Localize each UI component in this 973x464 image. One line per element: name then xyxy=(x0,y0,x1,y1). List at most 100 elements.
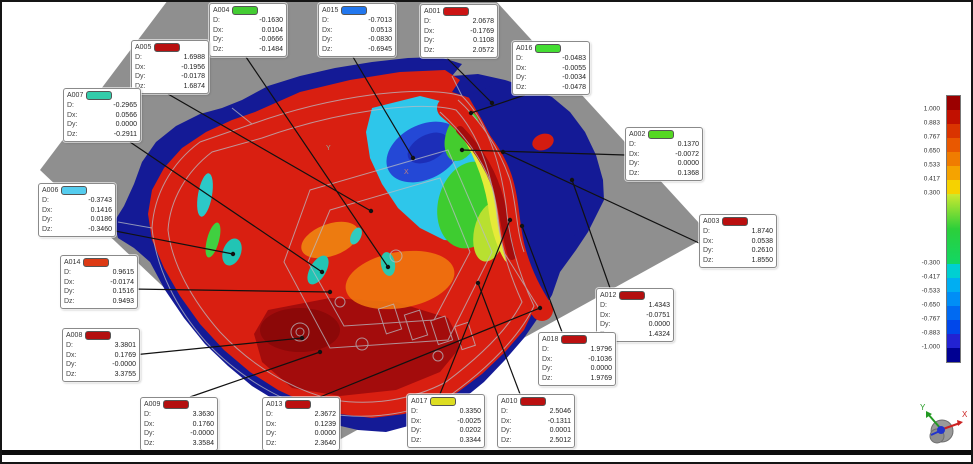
annotation-row-d: D: 2.5046 xyxy=(501,407,571,416)
annotation-row-dx: Dx: -0.0751 xyxy=(600,311,670,320)
row-key: Dx: xyxy=(266,420,277,428)
cad-wireframe xyxy=(117,75,541,417)
annotation-a018[interactable]: A018 D: 1.9796 Dx: -0.1036 Dy: 0.0000 Dz: 1.9769 xyxy=(538,332,616,387)
row-key: Dz: xyxy=(135,82,146,90)
deviation-swatch xyxy=(535,44,562,54)
annotation-id: A009 xyxy=(144,401,161,408)
orange-patch-2 xyxy=(301,221,359,259)
row-key: D: xyxy=(266,411,273,419)
annotation-a013[interactable]: A013 D: 2.3672 Dx: 0.1239 Dy: 0.0000 Dz: 2.3640 xyxy=(262,397,340,452)
measure-point-a001 xyxy=(489,100,495,106)
row-value: 3.3755 xyxy=(114,370,136,378)
teal-streak xyxy=(380,252,396,276)
row-value: 2.3672 xyxy=(314,411,336,419)
row-value: 0.1760 xyxy=(192,420,214,428)
measure-point-a004 xyxy=(385,264,391,270)
row-key: Dx: xyxy=(703,237,714,245)
leader-line-a012 xyxy=(571,179,611,289)
annotation-a010[interactable]: A010 D: 2.5046 Dx: -0.1311 Dy: 0.0001 Dz: 2.5012 xyxy=(497,394,575,449)
annotation-a002[interactable]: A002 D: 0.1370 Dx: -0.0072 Dy: 0.0000 Dz: 0.1368 xyxy=(625,127,703,182)
annotation-a014[interactable]: A014 D: 0.9615 Dx: -0.0174 Dy: 0.1516 Dz: 0.9493 xyxy=(60,255,138,310)
annotation-row-dx: Dx: -0.0055 xyxy=(516,64,586,73)
x-axis-arrow xyxy=(942,422,961,430)
annotation-a017[interactable]: A017 D: 0.3350 Dx: -0.0025 Dy: 0.0202 Dz: 0.3344 xyxy=(407,394,485,449)
row-key: Dx: xyxy=(135,63,146,71)
row-value: 1.6988 xyxy=(183,54,205,62)
navy-region-upper-right xyxy=(468,82,602,240)
row-key: Dy: xyxy=(322,36,333,44)
measure-point-a003 xyxy=(500,149,506,155)
deviation-swatch xyxy=(85,331,112,341)
annotation-a001[interactable]: A001 D: 2.0678 Dx: -0.1769 Dy: 0.1108 Dz: 2.0572 xyxy=(420,4,498,59)
deviation-swatch xyxy=(443,7,470,17)
row-value: 0.0000 xyxy=(677,160,699,168)
row-value: 0.0000 xyxy=(590,365,612,373)
row-value: 0.0000 xyxy=(648,321,670,329)
annotation-a016[interactable]: A016 D: -0.0483 Dx: -0.0055 Dy: -0.0034 Dz: -0.0… xyxy=(512,41,590,96)
row-key: Dy: xyxy=(213,36,224,44)
annotation-a008[interactable]: A008 D: 3.3801 Dx: 0.1769 Dy: -0.0000 Dz: 3.3755 xyxy=(62,328,140,383)
leader-lines xyxy=(109,56,700,398)
colorbar-tick: 0.417 xyxy=(923,175,940,183)
row-value: 0.9493 xyxy=(112,297,134,305)
deviation-swatch xyxy=(619,291,646,301)
annotation-row-d: D: -0.1630 xyxy=(213,16,283,25)
deviation-swatch xyxy=(648,130,675,140)
deviation-swatch xyxy=(83,258,110,268)
annotation-id: A015 xyxy=(322,7,339,14)
annotation-row-dz: Dz: 0.1368 xyxy=(629,169,699,178)
colorbar-tick: -1.000 xyxy=(921,343,940,351)
row-value: -0.0025 xyxy=(457,417,481,425)
row-value: -0.1630 xyxy=(259,17,283,25)
row-value: 2.3640 xyxy=(314,439,336,447)
annotation-a015[interactable]: A015 D: -0.7013 Dx: 0.0513 Dy: -0.0830 Dz: -0.69… xyxy=(318,3,396,58)
row-key: Dz: xyxy=(322,45,333,53)
leader-line-a004 xyxy=(245,56,389,268)
annotation-a004[interactable]: A004 D: -0.1630 Dx: 0.0104 Dy: -0.0666 Dz: -0.14… xyxy=(209,3,287,58)
annotation-a007[interactable]: A007 D: -0.2965 Dx: 0.0566 Dy: 0.0000 Dz: -0.291… xyxy=(63,88,141,143)
row-value: -0.1036 xyxy=(588,355,612,363)
orientation-triad[interactable]: X Y xyxy=(916,400,970,454)
row-key: Dz: xyxy=(144,439,155,447)
annotation-a006[interactable]: A006 D: -0.3743 Dx: 0.1416 Dy: 0.0186 Dz: -0.346… xyxy=(38,183,116,238)
row-key: Dx: xyxy=(411,417,422,425)
colorbar-tick: 0.650 xyxy=(923,147,940,155)
measure-point-a012 xyxy=(569,177,575,183)
row-value: -0.3460 xyxy=(88,225,112,233)
row-key: D: xyxy=(144,411,151,419)
row-value: 0.0202 xyxy=(459,427,481,435)
annotation-a005[interactable]: A005 D: 1.6988 Dx: -0.1956 Dy: -0.0178 Dz: 1.687… xyxy=(131,40,209,95)
annotation-row-dz: Dz: -0.1484 xyxy=(213,45,283,54)
annotation-id: A006 xyxy=(42,187,59,194)
annotation-a009[interactable]: A009 D: 3.3630 Dx: 0.1760 Dy: -0.0000 Dz: 3.3584 xyxy=(140,397,218,452)
colorbar-segment-pos-6 xyxy=(947,180,960,194)
z-axis-tip xyxy=(937,426,945,434)
leader-line-a008 xyxy=(132,337,303,356)
row-value: -0.0055 xyxy=(562,64,586,72)
annotation-row-dy: Dy: 0.0186 xyxy=(42,215,112,224)
row-value: -0.0666 xyxy=(259,36,283,44)
annotation-row-dz: Dz: -0.3460 xyxy=(42,225,112,234)
red-blade xyxy=(437,97,553,321)
y-axis-label: Y xyxy=(920,403,926,412)
colorbar-segment-mid xyxy=(947,194,960,264)
colorbar-segment-neg-3 xyxy=(947,306,960,320)
annotation-row-dz: Dz: 0.9493 xyxy=(64,297,134,306)
row-key: Dz: xyxy=(501,436,512,444)
row-key: Dy: xyxy=(42,216,53,224)
annotation-row-dy: Dy: 0.2610 xyxy=(703,246,773,255)
row-key: Dy: xyxy=(411,427,422,435)
colorbar-tick: 1.000 xyxy=(923,105,940,113)
annotation-a003[interactable]: A003 D: 1.8740 Dx: 0.0538 Dy: 0.2610 Dz: 1.8550 xyxy=(699,214,777,269)
row-value: 0.0001 xyxy=(549,427,571,435)
row-value: 1.9796 xyxy=(590,346,612,354)
row-key: Dz: xyxy=(64,297,75,305)
colorbar-tick: 0.300 xyxy=(923,189,940,197)
row-key: D: xyxy=(66,342,73,350)
annotation-row-dx: Dx: 0.1416 xyxy=(42,206,112,215)
row-key: Dx: xyxy=(600,311,611,319)
annotation-row-dx: Dx: -0.1769 xyxy=(424,27,494,36)
annotation-row-d: D: 0.9615 xyxy=(64,268,134,277)
